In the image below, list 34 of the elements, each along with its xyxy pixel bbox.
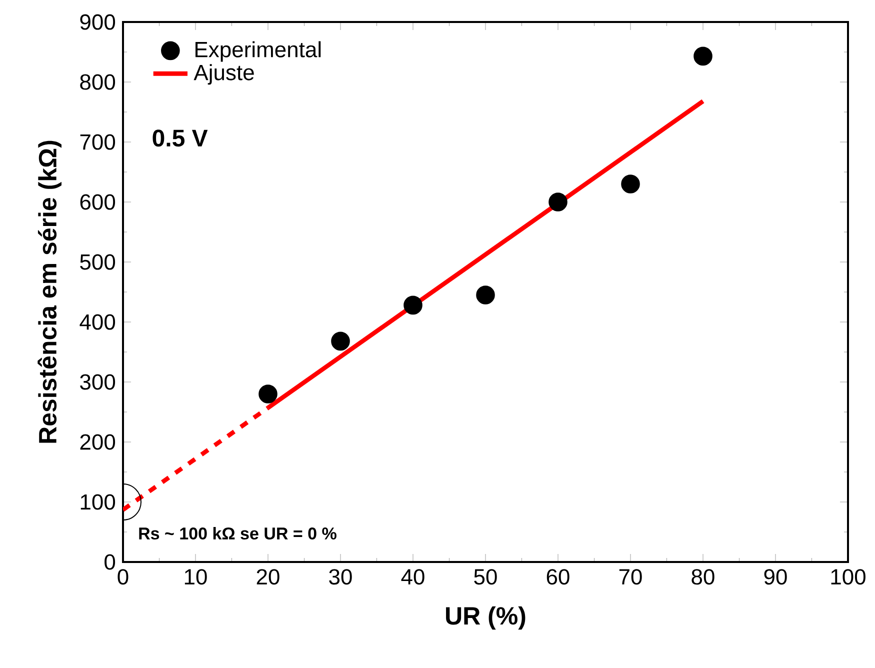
x-tick-label: 40 [401, 569, 424, 585]
point [621, 174, 640, 194]
y-tick-label: 900 [80, 14, 116, 30]
y-tick-label: 400 [80, 314, 116, 330]
annotation: Rs ~ 100 kΩ se UR = 0 % [139, 527, 336, 540]
legend-label: Experimental [196, 41, 321, 62]
y-tick-label: 800 [80, 74, 116, 90]
point [694, 46, 712, 66]
x-tick-label: 0 [118, 569, 128, 585]
x-tick-label: 50 [474, 569, 497, 585]
x-tick-label: 60 [546, 569, 570, 585]
point [548, 192, 568, 212]
x-tick-label: 100 [831, 569, 866, 585]
x-tick-label: 80 [692, 569, 714, 585]
x-tick-label: 90 [764, 569, 787, 585]
y-tick-label: 0 [104, 554, 116, 570]
y-tick-label: 300 [80, 374, 116, 390]
x-tick-label: 70 [619, 569, 642, 585]
y-tick-label: 100 [80, 494, 116, 510]
point [404, 296, 422, 315]
y-tick-label: 500 [80, 254, 116, 270]
legend-label: Ajuste [194, 64, 254, 85]
point [476, 286, 495, 304]
point [258, 384, 278, 404]
x-tick-label: 20 [256, 569, 280, 585]
x-axis-title: UR (%) [446, 606, 526, 630]
y-axis-title: Resistência em série (kΩ) [38, 140, 62, 443]
x-tick-label: 10 [184, 569, 207, 585]
annotation: 0.5 V [152, 130, 208, 147]
y-tick-label: 600 [80, 194, 116, 210]
y-tick-label: 700 [80, 134, 116, 150]
y-tick-label: 200 [80, 434, 116, 450]
x-tick-label: 30 [329, 569, 352, 585]
point [331, 332, 350, 351]
